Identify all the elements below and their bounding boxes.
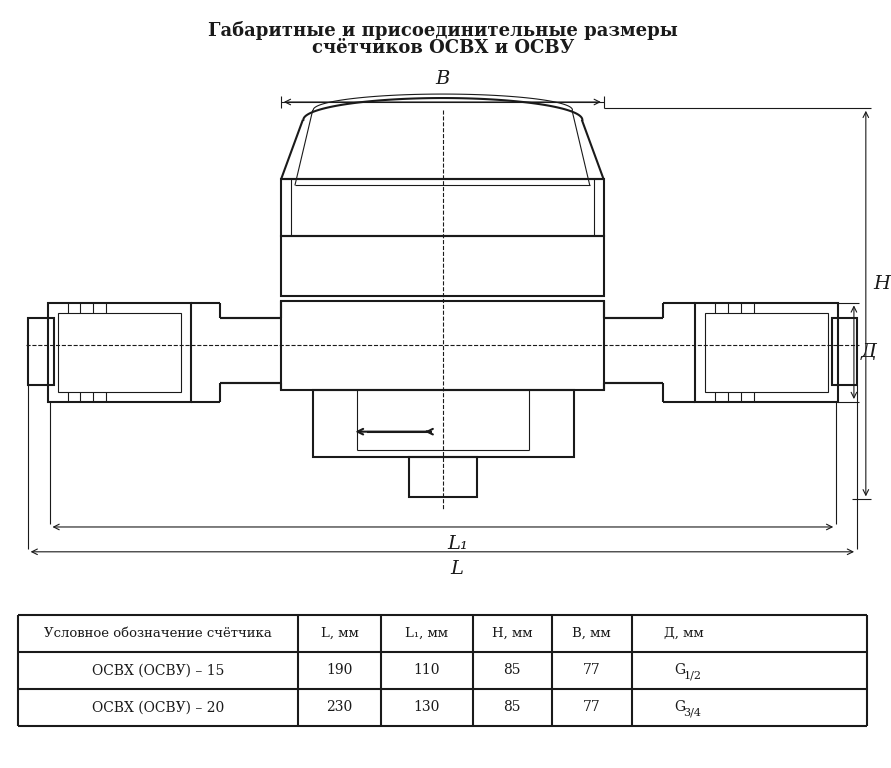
Text: G: G [674,700,685,714]
Text: G: G [674,664,685,677]
Bar [832,319,857,385]
Bar [281,300,604,390]
Text: 230: 230 [326,700,353,714]
Text: L: L [451,560,463,578]
Text: 77: 77 [583,664,601,677]
Text: ОСВХ (ОСВУ) – 15: ОСВХ (ОСВУ) – 15 [92,664,224,677]
Bar [281,236,604,296]
Bar [58,313,181,392]
Bar [695,303,838,402]
Bar [47,303,191,402]
Text: Габаритные и присоединительные размеры: Габаритные и присоединительные размеры [208,21,678,40]
Text: B, мм: B, мм [573,627,611,641]
Text: Д: Д [861,343,877,361]
Text: 110: 110 [413,664,440,677]
Text: 190: 190 [326,664,353,677]
Text: 3/4: 3/4 [683,707,701,717]
Text: 85: 85 [503,700,521,714]
Text: счётчиков ОСВХ и ОСВУ: счётчиков ОСВХ и ОСВУ [312,39,574,58]
Text: Условное обозначение счётчика: Условное обозначение счётчика [44,627,272,641]
Text: H, мм: H, мм [492,627,533,641]
Bar [313,390,574,458]
Text: H: H [874,275,891,293]
Text: ОСВХ (ОСВУ) – 20: ОСВХ (ОСВУ) – 20 [92,700,224,714]
Bar [281,180,604,236]
Bar [705,313,828,392]
Text: 130: 130 [413,700,440,714]
Text: Д, мм: Д, мм [664,627,703,641]
Text: 85: 85 [503,664,521,677]
Bar [409,458,477,497]
Text: 77: 77 [583,700,601,714]
Text: B: B [436,70,450,88]
Text: L, мм: L, мм [321,627,358,641]
Text: L₁, мм: L₁, мм [405,627,448,641]
Text: 1/2: 1/2 [683,670,701,680]
Text: L₁: L₁ [447,535,468,553]
Bar [28,319,53,385]
